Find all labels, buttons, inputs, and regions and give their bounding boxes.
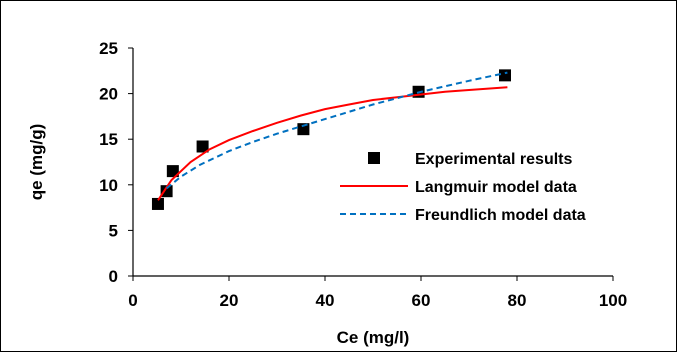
legend: Experimental results Langmuir model data F… bbox=[340, 151, 586, 224]
legend-label: Freundlich model data bbox=[415, 207, 586, 224]
experimental-point bbox=[160, 185, 173, 198]
x-tick-label: 40 bbox=[316, 291, 335, 310]
y-tick-label: 5 bbox=[109, 221, 118, 240]
freundlich-model-data-line bbox=[165, 71, 508, 190]
experimental-point bbox=[196, 140, 209, 153]
x-tick-label: 60 bbox=[412, 291, 431, 310]
langmuir-model-data-line bbox=[157, 86, 508, 201]
y-tick-labels: 0 5 10 15 20 25 bbox=[99, 39, 118, 286]
legend-label: Experimental results bbox=[415, 151, 573, 168]
axes bbox=[128, 47, 614, 281]
experimental-point bbox=[151, 197, 164, 210]
x-tick-label: 100 bbox=[599, 291, 627, 310]
x-axis-title: Ce (mg/l) bbox=[337, 328, 410, 347]
y-tick-label: 25 bbox=[99, 39, 118, 58]
x-tick-label: 80 bbox=[508, 291, 527, 310]
x-tick-labels: 0 20 40 60 80 100 bbox=[128, 291, 627, 310]
y-tick-label: 10 bbox=[99, 176, 118, 195]
x-tick-label: 0 bbox=[128, 291, 137, 310]
y-axis-title: qe (mg/g) bbox=[27, 124, 46, 201]
y-tick-label: 0 bbox=[109, 267, 118, 286]
y-tick-label: 15 bbox=[99, 130, 118, 149]
legend-marker-experimental bbox=[368, 152, 380, 164]
x-tick-label: 20 bbox=[220, 291, 239, 310]
series-layer bbox=[151, 69, 511, 210]
experimental-point bbox=[499, 69, 511, 82]
legend-label: Langmuir model data bbox=[415, 179, 577, 196]
experimental-point bbox=[297, 123, 310, 136]
experimental-point bbox=[166, 165, 179, 178]
y-tick-label: 20 bbox=[99, 85, 118, 104]
